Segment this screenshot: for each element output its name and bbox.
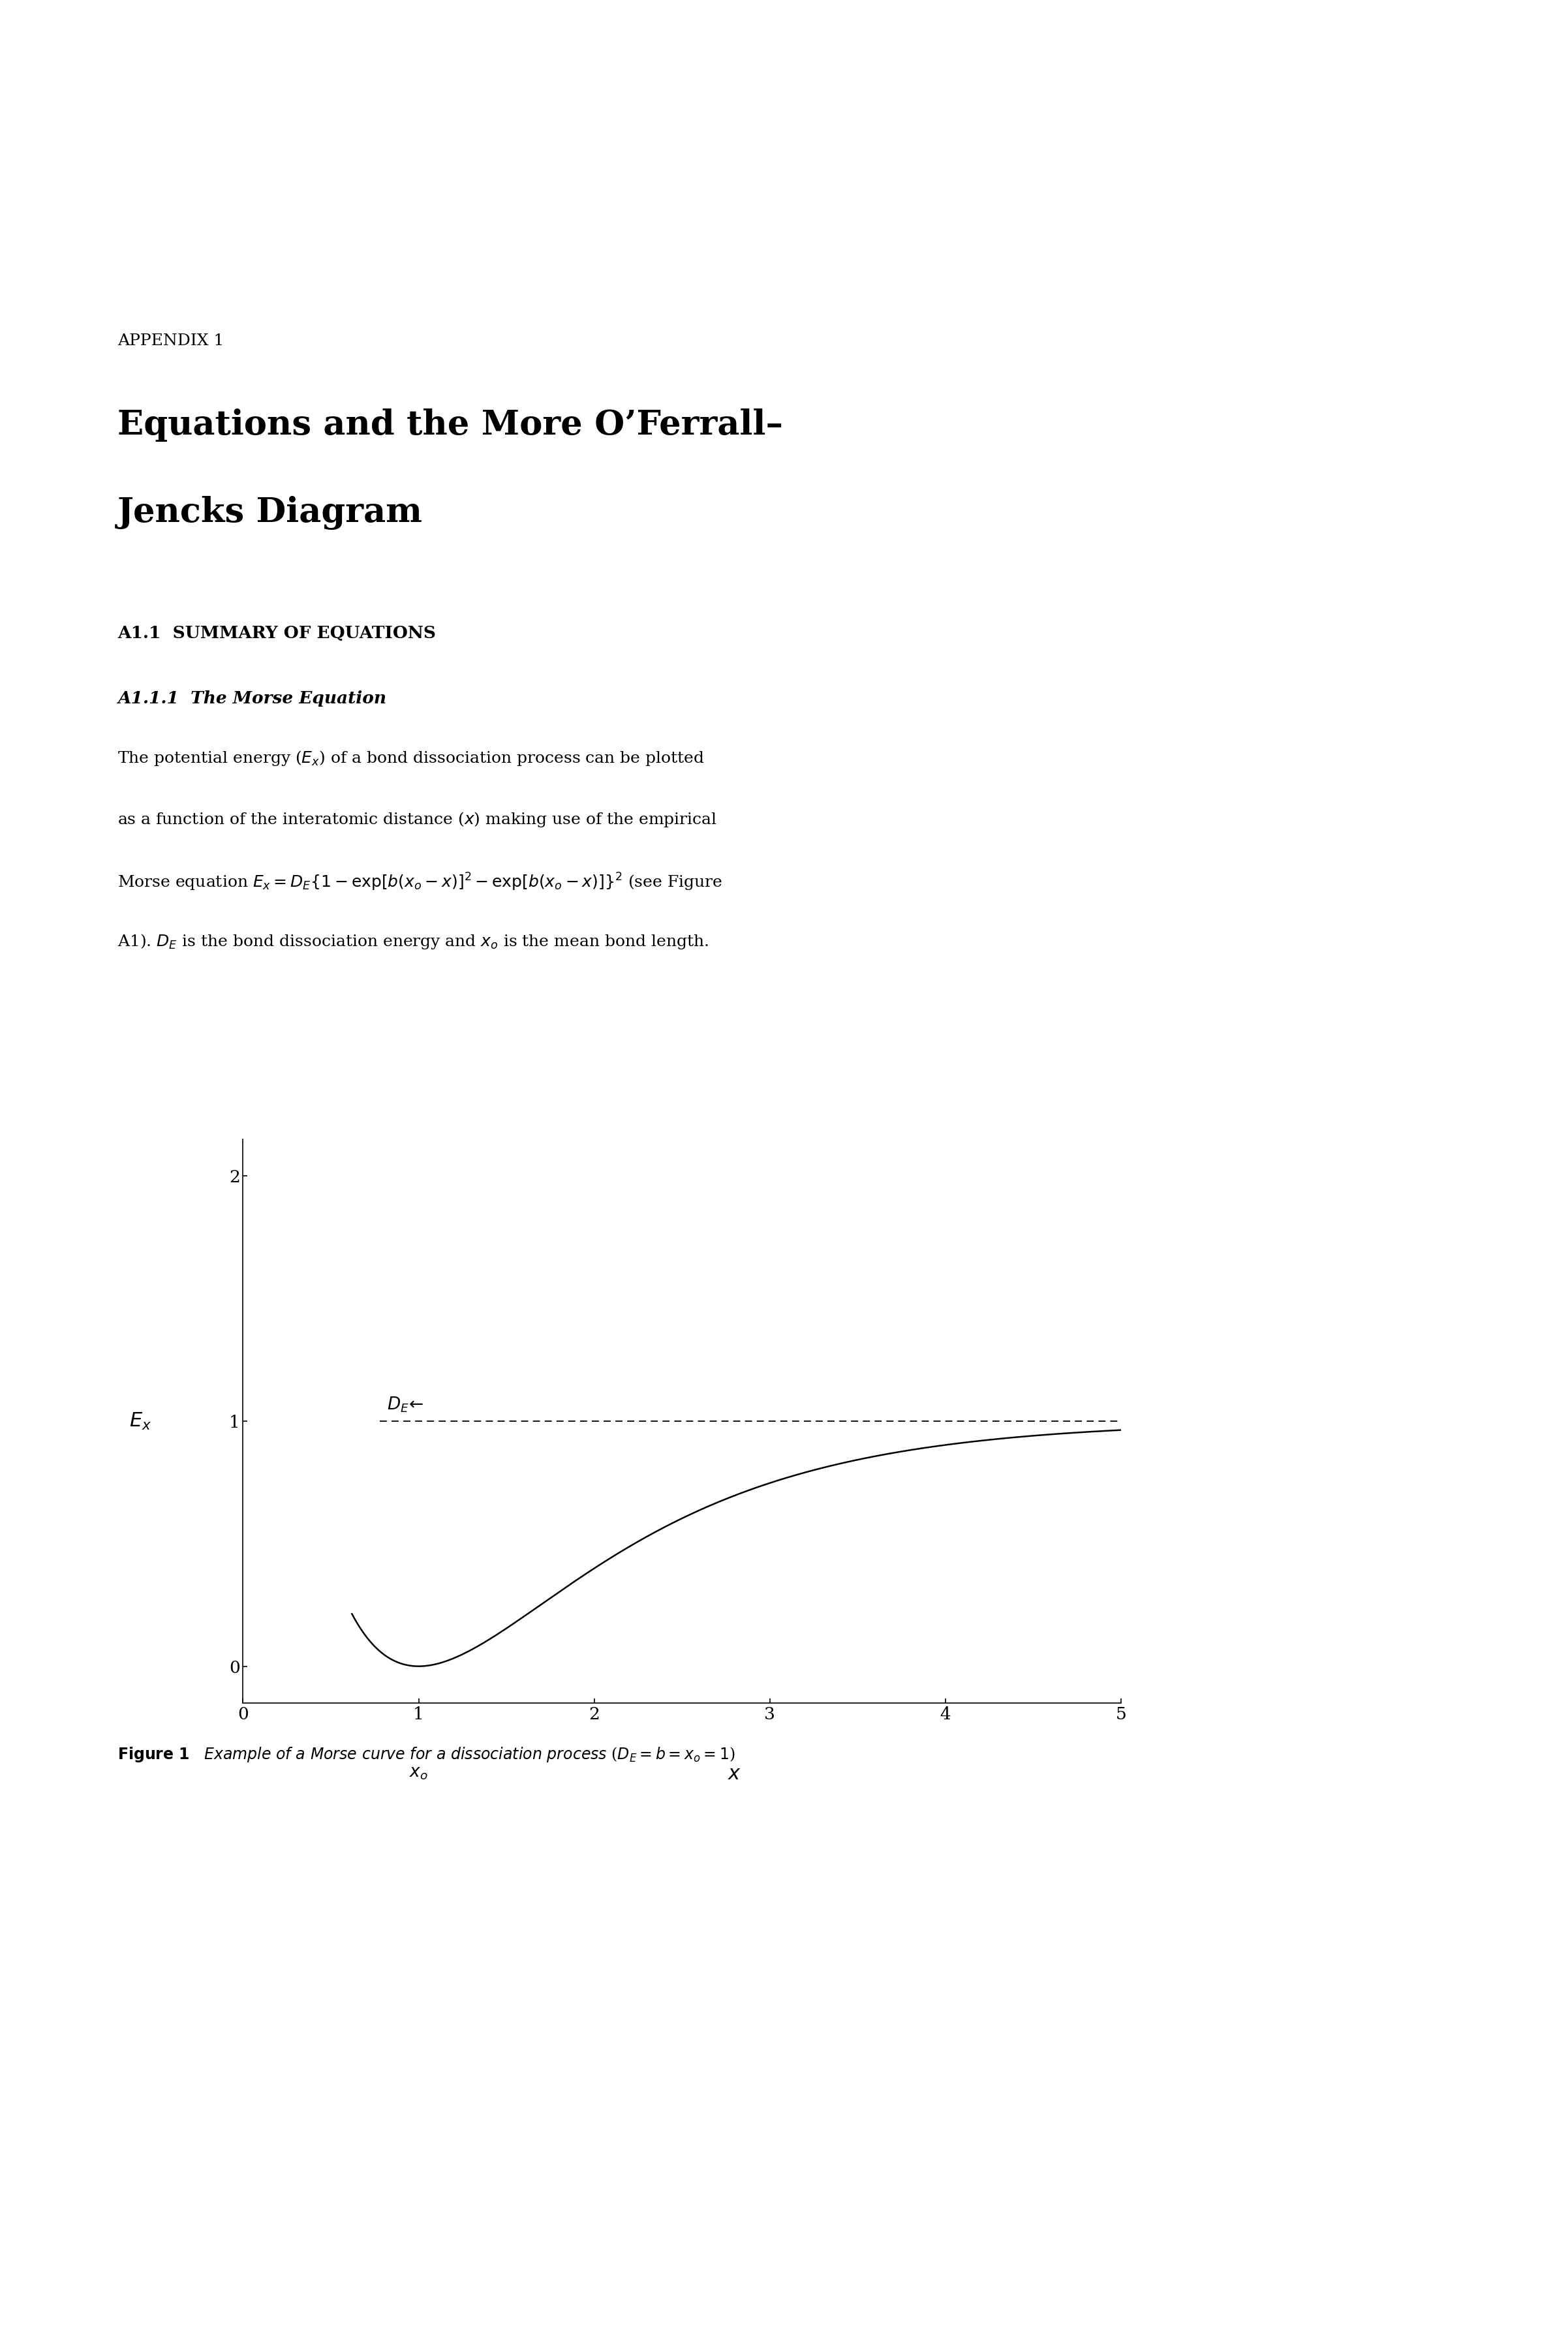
Text: A1.1  SUMMARY OF EQUATIONS: A1.1 SUMMARY OF EQUATIONS	[118, 625, 436, 641]
Text: $\mathbf{Figure\ 1}$   $\mathit{Example\ of\ a\ Morse\ curve\ for\ a\ dissociati: $\mathbf{Figure\ 1}$ $\mathit{Example\ o…	[118, 1745, 735, 1764]
Text: Equations and the More O’Ferrall–: Equations and the More O’Ferrall–	[118, 409, 782, 442]
Text: A1.1.1  The Morse Equation: A1.1.1 The Morse Equation	[118, 691, 386, 707]
Text: A1). $\mathit{D}_E$ is the bond dissociation energy and $\mathit{x}_o$ is the me: A1). $\mathit{D}_E$ is the bond dissocia…	[118, 933, 709, 951]
Text: APPENDIX 1: APPENDIX 1	[118, 334, 224, 348]
Text: $\mathit{E}_x$: $\mathit{E}_x$	[130, 1412, 152, 1431]
Text: as a function of the interatomic distance ($\mathit{x}$) making use of the empir: as a function of the interatomic distanc…	[118, 810, 717, 829]
Text: $\mathit{D}_E\!\leftarrow$: $\mathit{D}_E\!\leftarrow$	[387, 1395, 423, 1414]
Text: The potential energy ($\mathit{E}_x$) of a bond dissociation process can be plot: The potential energy ($\mathit{E}_x$) of…	[118, 749, 704, 768]
Text: $\mathit{x}_o$: $\mathit{x}_o$	[409, 1764, 428, 1781]
Text: Jencks Diagram: Jencks Diagram	[118, 496, 423, 529]
Text: Morse equation $\mathit{E}_x = \mathit{D}_E\{1 - \exp[\mathit{b}(\mathit{x}_o - : Morse equation $\mathit{E}_x = \mathit{D…	[118, 871, 723, 893]
Text: $\mathit{x}$: $\mathit{x}$	[728, 1764, 742, 1783]
